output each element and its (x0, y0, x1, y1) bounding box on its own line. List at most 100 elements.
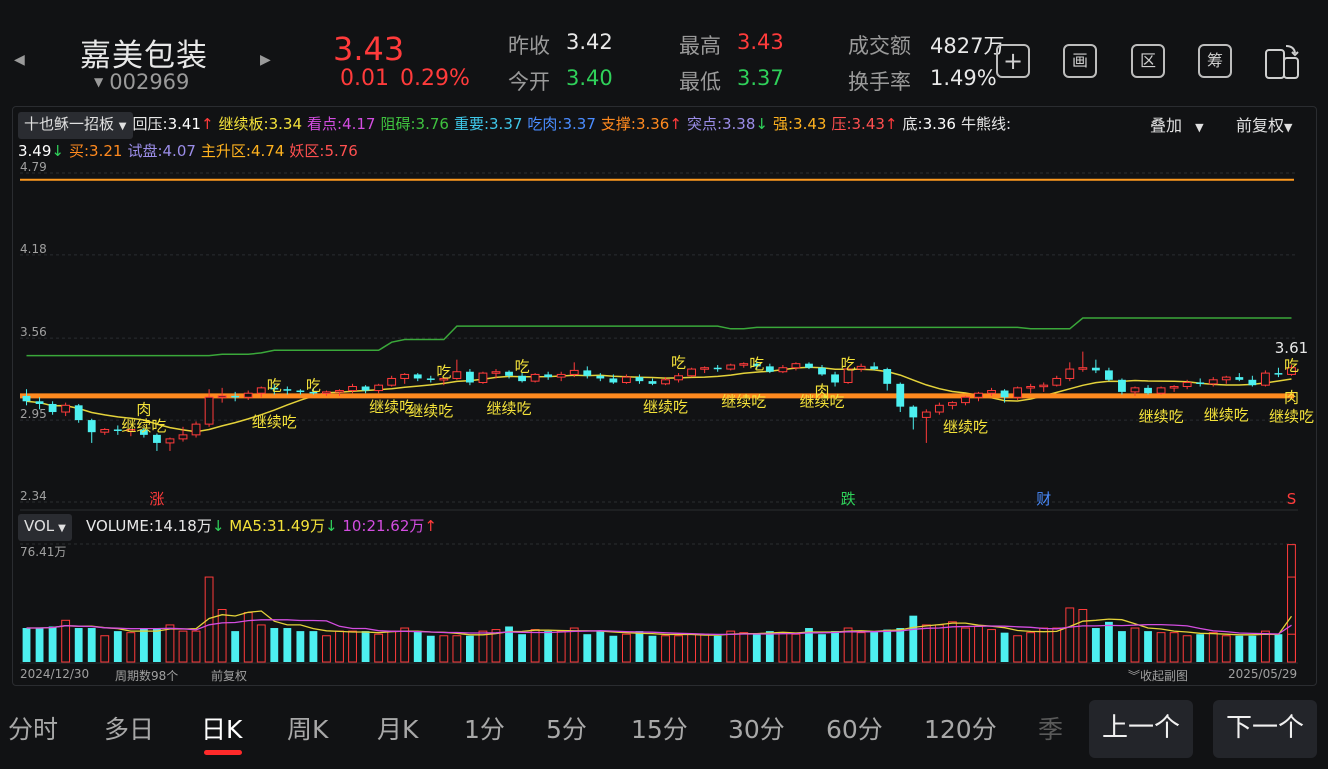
open-label: 今开 (508, 70, 550, 94)
high-label: 最高 (679, 34, 721, 58)
indicator-label: 回压: (132, 115, 168, 133)
adjust-dropdown[interactable]: 前复权▼ (1236, 116, 1293, 135)
volume-bar (1013, 635, 1023, 663)
volume-bar (48, 626, 57, 662)
tab-quarterly-k[interactable]: 季 (1038, 715, 1064, 744)
indicator-item: 回压:3.41↑ (133, 115, 214, 133)
collapse-subchart-button[interactable]: ︾收起副图 (1128, 669, 1189, 683)
chart-annotation: 吃 (749, 355, 764, 373)
indicator-item: 重要:3.37 (454, 115, 522, 133)
candle (791, 363, 801, 369)
tab-30min[interactable]: 30分 (728, 715, 785, 744)
candle (178, 434, 188, 440)
chart-annotation: 吃 (841, 355, 856, 373)
candle (87, 420, 96, 433)
candle (1052, 377, 1062, 386)
candle (348, 386, 357, 392)
volume-bar (165, 624, 175, 663)
candle (1169, 386, 1179, 389)
next-stock-arrow-icon[interactable]: ▶ (260, 52, 271, 68)
volume-bar (35, 628, 44, 662)
tab-monthly-k[interactable]: 月K (377, 715, 419, 744)
volume-bar (883, 629, 892, 662)
candle (1065, 368, 1075, 379)
y-tick-label: 4.79 (20, 160, 47, 174)
volume-bar (296, 631, 305, 662)
tab-5min[interactable]: 5分 (546, 715, 587, 744)
tab-weekly-k[interactable]: 周K (287, 715, 329, 744)
candle (165, 438, 175, 444)
indicator-label: 阻碍: (380, 115, 416, 133)
chart-annotation: 继续吃 (408, 402, 453, 420)
volume-bar (478, 630, 488, 663)
candle (204, 396, 214, 425)
next-stock-button[interactable]: 下一个 (1213, 700, 1317, 758)
draw-tool-button[interactable]: 画 (1063, 44, 1097, 78)
chart-frame (12, 106, 1317, 686)
candle (1078, 367, 1088, 370)
tab-intraday[interactable]: 分时 (8, 715, 59, 744)
volume-bar (283, 628, 292, 662)
candle (191, 423, 201, 436)
tab-15min[interactable]: 15分 (631, 715, 688, 744)
indicator-label: 重要: (453, 115, 490, 133)
chips-tool-button[interactable]: 筹 (1198, 44, 1232, 78)
up-arrow-icon: ↑ (200, 115, 214, 133)
candle (1182, 381, 1192, 388)
amount-label: 成交额 (848, 34, 911, 58)
indicator-selector[interactable]: 十也稣一招板 ▼ (18, 112, 133, 139)
indicator-item: 3.49↓ (18, 142, 64, 160)
volume-bar (426, 635, 435, 662)
price-change: 0.01 (340, 66, 389, 91)
volume-bar (726, 630, 736, 663)
chart-annotation: 肉 (815, 382, 830, 400)
volume-bar (61, 619, 71, 663)
candle (883, 369, 892, 384)
tab-daily-k[interactable]: 日K (201, 715, 243, 744)
volume-bar (1156, 632, 1166, 663)
down-arrow-icon: ↓ (324, 517, 338, 535)
prev-stock-arrow-icon[interactable]: ◀ (14, 52, 25, 68)
candle (1118, 379, 1126, 392)
candle (1144, 387, 1152, 394)
tab-60min[interactable]: 60分 (826, 715, 883, 744)
indicator-item: 支撑:3.36↑ (601, 115, 682, 133)
volume-bar (1026, 632, 1036, 663)
volume-bar (544, 631, 553, 662)
candle (1013, 387, 1023, 398)
add-watchlist-button[interactable]: + (996, 44, 1030, 78)
volume-bar (909, 615, 918, 662)
indicator-value: 3.36 (922, 115, 956, 133)
tab-120min[interactable]: 120分 (924, 715, 997, 744)
range-tool-button[interactable]: 区 (1131, 44, 1165, 78)
landscape-toggle-icon[interactable] (1262, 44, 1302, 80)
volume-bar (1104, 621, 1113, 662)
chart-annotation: 继续吃 (943, 418, 988, 436)
candle (609, 378, 618, 383)
volume-bar (818, 634, 826, 662)
volume-bar (987, 629, 996, 663)
volume-bar (178, 630, 188, 663)
overlay-dropdown[interactable]: 叠加 ▼ (1150, 116, 1204, 135)
candle (530, 373, 540, 382)
event-marker: S (1287, 490, 1297, 508)
candle (100, 428, 110, 433)
volume-bar (948, 621, 957, 663)
candle (1026, 386, 1036, 389)
indicator-item: 压:3.43↑ (831, 115, 897, 133)
candle (309, 391, 318, 394)
chart-annotation: 继续吃 (1269, 407, 1314, 425)
candle (361, 386, 370, 391)
stock-code[interactable]: ▼ 002969 (94, 70, 190, 94)
volume-bar (831, 631, 839, 662)
volume-ma5-line (26, 610, 1293, 636)
prev-stock-button[interactable]: 上一个 (1089, 700, 1193, 758)
candle (256, 387, 266, 394)
candle (296, 390, 305, 393)
candle (322, 391, 331, 394)
tab-1min[interactable]: 1分 (464, 715, 505, 744)
volume-indicator-selector[interactable]: VOL ▼ (18, 514, 72, 541)
tab-multiday[interactable]: 多日 (104, 715, 155, 744)
indicator-label: 看点: (307, 115, 343, 133)
